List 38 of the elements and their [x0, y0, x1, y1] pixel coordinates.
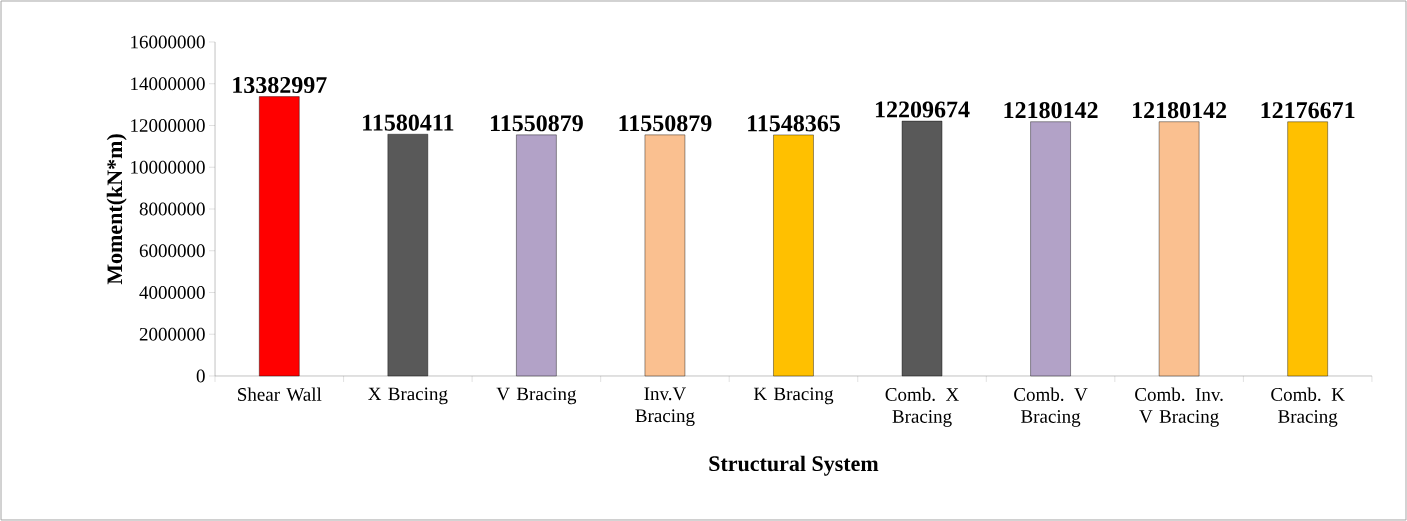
data-label: 11550879	[619, 115, 712, 132]
bar	[1030, 121, 1071, 377]
data-label: 13382997	[233, 76, 327, 94]
bar	[773, 134, 814, 377]
bar	[259, 96, 300, 377]
bar	[516, 134, 557, 377]
y-tick-label: 8000000	[139, 202, 205, 216]
x-tick-label: Comb. Inv. V Bracing	[1135, 387, 1223, 427]
data-label: 11550879	[490, 115, 583, 132]
data-label: 11580411	[363, 114, 454, 131]
y-axis-title: Moment(kN*m)	[106, 134, 127, 285]
y-tick-label: 14000000	[131, 77, 205, 91]
data-label: 12209674	[875, 101, 970, 118]
y-tick-label: 10000000	[131, 160, 205, 174]
data-label: 12180142	[1004, 102, 1098, 119]
y-tick-label: 12000000	[131, 119, 205, 132]
bar	[901, 120, 943, 377]
y-tick-label: 2000000	[139, 327, 205, 341]
data-label: 12180142	[1133, 102, 1227, 119]
x-tick-label: Comb. V Bracing	[1014, 387, 1088, 427]
x-tick-label: Inv.V Bracing	[635, 387, 695, 427]
bar	[1158, 121, 1200, 377]
x-tick-label: V Bracing	[496, 387, 577, 405]
x-tick-label: Shear Wall	[238, 387, 322, 401]
x-tick-label: Comb. K Bracing	[1271, 387, 1345, 427]
y-tick-label: 0	[196, 369, 205, 383]
x-axis-title: Structural System	[709, 455, 879, 476]
bar	[644, 134, 686, 377]
data-label: 11548365	[748, 115, 840, 132]
y-tick-label: 6000000	[139, 244, 205, 258]
x-tick-label: Comb. X Bracing	[885, 387, 959, 427]
y-tick-label: 16000000	[131, 35, 205, 49]
x-tick-label: X Bracing	[368, 387, 448, 405]
bar	[1287, 121, 1328, 377]
x-tick-label: K Bracing	[753, 387, 834, 405]
bar	[387, 134, 429, 377]
y-tick-label: 4000000	[139, 286, 205, 299]
data-label: 12176671	[1261, 102, 1355, 119]
